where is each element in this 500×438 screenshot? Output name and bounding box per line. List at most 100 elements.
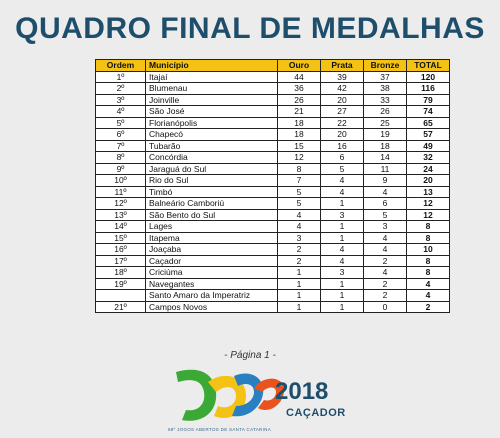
cell-bronze: 18 [363, 139, 407, 152]
cell-ouro: 18 [277, 128, 321, 141]
logo-green-shape [176, 369, 217, 421]
cell-ouro: 7 [277, 174, 321, 187]
cell-ordem: 15º [95, 231, 146, 244]
page-number: - Página 1 - [224, 350, 276, 361]
cell-ouro: 21 [277, 105, 321, 118]
cell-total: 8 [406, 266, 450, 279]
cell-municipio: Concórdia [145, 151, 278, 164]
cell-prata: 1 [320, 197, 364, 210]
cell-municipio: Timbó [145, 185, 278, 198]
cell-bronze: 0 [363, 300, 407, 313]
cell-municipio: Florianópolis [145, 116, 278, 129]
cell-total: 57 [406, 128, 450, 141]
table-row: 7º Tubarão 15 16 18 49 [95, 139, 450, 152]
cell-prata: 1 [320, 289, 364, 302]
cell-municipio: Blumenau [145, 82, 278, 95]
cell-municipio: Chapecó [145, 128, 278, 141]
cell-bronze: 3 [363, 220, 407, 233]
cell-municipio: Joinville [145, 93, 278, 106]
cell-prata: 4 [320, 185, 364, 198]
cell-ordem: 8º [95, 151, 146, 164]
cell-ouro: 15 [277, 139, 321, 152]
cell-bronze: 2 [363, 289, 407, 302]
cell-prata: 27 [320, 105, 364, 118]
cell-prata: 39 [320, 70, 364, 83]
table-row: 3º Joinville 26 20 33 79 [95, 93, 450, 106]
table-row: 10º Rio do Sul 7 4 9 20 [95, 174, 450, 187]
cell-ouro: 5 [277, 197, 321, 210]
table-row: 19º Navegantes 1 1 2 4 [95, 277, 450, 290]
table-row: 4º São José 21 27 26 74 [95, 105, 450, 118]
cell-prata: 4 [320, 243, 364, 256]
table-row: 8º Concórdia 12 6 14 32 [95, 151, 450, 164]
cell-total: 8 [406, 231, 450, 244]
jasc-logo [176, 369, 285, 421]
cell-municipio: Tubarão [145, 139, 278, 152]
cell-ordem: 18º [95, 266, 146, 279]
cell-bronze: 25 [363, 116, 407, 129]
cell-prata: 5 [320, 162, 364, 175]
cell-ouro: 2 [277, 243, 321, 256]
header-ouro: Ouro [277, 59, 321, 72]
cell-municipio: Joaçaba [145, 243, 278, 256]
cell-bronze: 5 [363, 208, 407, 221]
header-bronze: Bronze [363, 59, 407, 72]
cell-ouro: 26 [277, 93, 321, 106]
cell-bronze: 26 [363, 105, 407, 118]
header-ordem: Ordem [95, 59, 146, 72]
cell-total: 65 [406, 116, 450, 129]
cell-prata: 22 [320, 116, 364, 129]
cell-total: 8 [406, 220, 450, 233]
cell-bronze: 2 [363, 254, 407, 267]
logo-year: 2018 [275, 378, 329, 405]
cell-municipio: São Bento do Sul [145, 208, 278, 221]
cell-ordem [95, 289, 146, 302]
cell-total: 79 [406, 93, 450, 106]
logo-orange-shape [254, 378, 285, 411]
cell-bronze: 4 [363, 243, 407, 256]
logo-subtitle: 58º JOGOS ABERTOS DE SANTA CATARINA [168, 427, 272, 432]
cell-prata: 42 [320, 82, 364, 95]
cell-prata: 1 [320, 231, 364, 244]
cell-municipio: Itajaí [145, 70, 278, 83]
table-row: 16º Joaçaba 2 4 4 10 [95, 243, 450, 256]
table-row: 1º Itajaí 44 39 37 120 [95, 70, 450, 83]
cell-prata: 3 [320, 266, 364, 279]
cell-municipio: Criciúma [145, 266, 278, 279]
cell-ouro: 5 [277, 185, 321, 198]
cell-total: 4 [406, 289, 450, 302]
cell-municipio: Jaraguá do Sul [145, 162, 278, 175]
cell-ouro: 12 [277, 151, 321, 164]
cell-prata: 1 [320, 220, 364, 233]
cell-total: 24 [406, 162, 450, 175]
cell-ordem: 7º [95, 139, 146, 152]
cell-bronze: 19 [363, 128, 407, 141]
cell-prata: 3 [320, 208, 364, 221]
cell-municipio: Rio do Sul [145, 174, 278, 187]
header-prata: Prata [320, 59, 364, 72]
table-row: 9º Jaraguá do Sul 8 5 11 24 [95, 162, 450, 175]
cell-ouro: 4 [277, 220, 321, 233]
header-municipio: Município [145, 59, 278, 72]
cell-prata: 16 [320, 139, 364, 152]
cell-bronze: 6 [363, 197, 407, 210]
cell-municipio: Santo Amaro da Imperatriz [145, 289, 278, 302]
cell-total: 10 [406, 243, 450, 256]
cell-ouro: 1 [277, 266, 321, 279]
cell-total: 120 [406, 70, 450, 83]
cell-municipio: São José [145, 105, 278, 118]
cell-bronze: 4 [363, 231, 407, 244]
cell-bronze: 33 [363, 93, 407, 106]
cell-municipio: Lages [145, 220, 278, 233]
table-row: 11º Timbó 5 4 4 13 [95, 185, 450, 198]
logo-city: CAÇADOR [286, 407, 346, 419]
cell-total: 2 [406, 300, 450, 313]
cell-ordem: 17º [95, 254, 146, 267]
cell-bronze: 9 [363, 174, 407, 187]
cell-municipio: Balneário Camboriú [145, 197, 278, 210]
medal-table: Ordem Município Ouro Prata Bronze TOTAL … [95, 59, 450, 313]
cell-ordem: 13º [95, 208, 146, 221]
cell-ordem: 16º [95, 243, 146, 256]
cell-ouro: 44 [277, 70, 321, 83]
cell-total: 8 [406, 254, 450, 267]
